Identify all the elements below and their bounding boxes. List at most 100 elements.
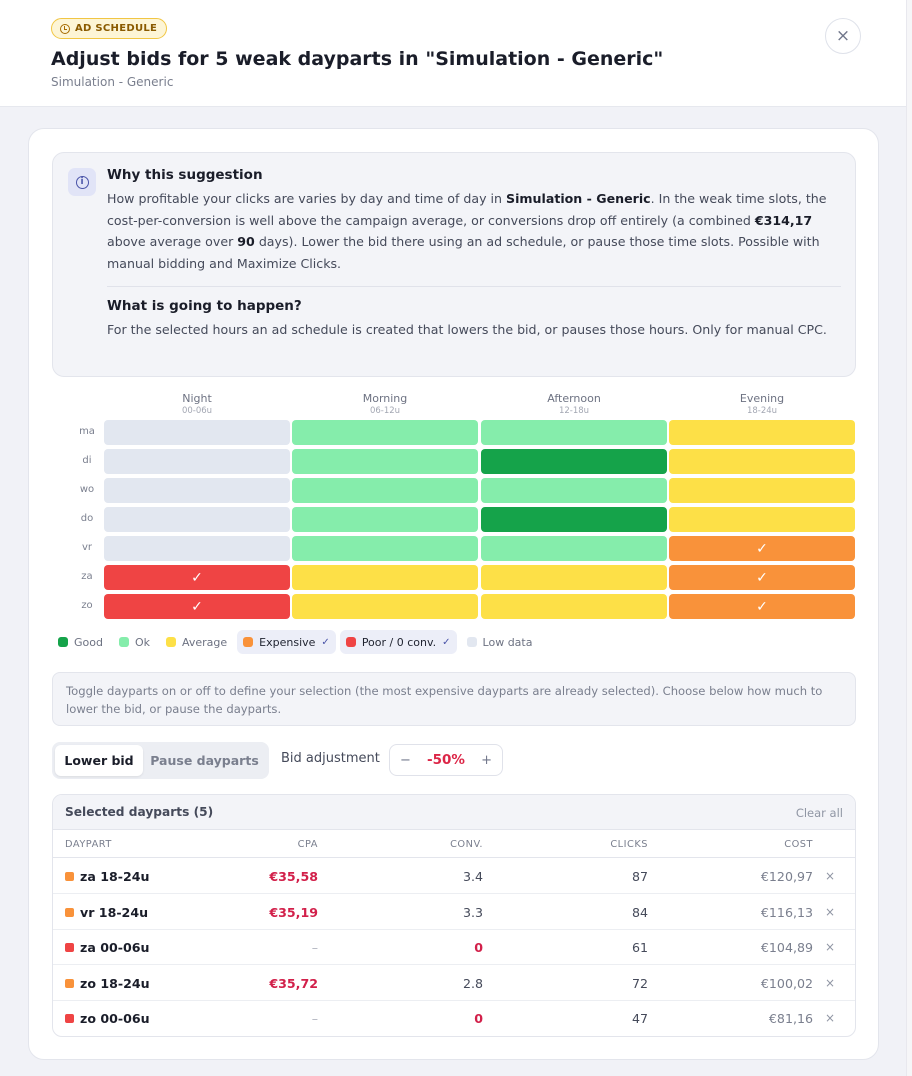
daypart-cell[interactable]	[292, 536, 478, 561]
bid-adjustment-label: Bid adjustment	[281, 751, 380, 766]
cpa-value: €35,72	[269, 975, 318, 991]
table-row: zo 18-24u €35,72 2.8 72 €100,02 ×	[53, 966, 855, 1001]
daypart-cell[interactable]	[292, 565, 478, 590]
badge-label: AD SCHEDULE	[75, 23, 158, 34]
column-name: Morning	[362, 392, 408, 405]
daypart-cell[interactable]: ✓	[669, 536, 855, 561]
cpa-value: –	[311, 940, 318, 955]
table-header: DAYPART CPA CONV. CLICKS COST	[53, 830, 855, 858]
legend-item[interactable]: Ok	[113, 630, 156, 654]
daypart-cell[interactable]	[669, 507, 855, 532]
daypart-cell[interactable]	[104, 507, 290, 532]
remove-icon[interactable]: ×	[824, 904, 835, 919]
daypart-cell[interactable]	[292, 594, 478, 619]
status-swatch	[65, 978, 74, 988]
daypart-cell[interactable]	[669, 449, 855, 474]
column-header: Evening 18-24u	[669, 392, 855, 416]
check-icon: ✓	[756, 540, 768, 557]
daypart-cell[interactable]: ✓	[104, 594, 290, 619]
column-name: Night	[182, 392, 212, 405]
daypart-cell[interactable]	[481, 536, 667, 561]
col-daypart: DAYPART	[65, 839, 112, 850]
remove-icon[interactable]: ×	[824, 1011, 835, 1025]
daypart-cell[interactable]	[104, 420, 290, 445]
check-icon: ✓	[442, 636, 451, 648]
legend-item[interactable]: Good	[52, 630, 109, 654]
clicks-value: 47	[631, 1011, 648, 1026]
col-clicks: CLICKS	[610, 839, 648, 850]
daypart-name: zo 18-24u	[65, 976, 150, 991]
increase-button[interactable]: +	[481, 752, 492, 768]
daypart-cell[interactable]	[481, 507, 667, 532]
column-name: Afternoon	[547, 392, 601, 405]
daypart-cell[interactable]	[481, 478, 667, 503]
cost-value: €100,02	[760, 975, 813, 991]
why-body: How profitable your clicks are varies by…	[107, 191, 827, 271]
daypart-cell[interactable]	[292, 449, 478, 474]
pause-dayparts-tab[interactable]: Pause dayparts	[150, 753, 259, 768]
legend-item[interactable]: Poor / 0 conv. ✓	[339, 630, 457, 654]
daypart-name: vr 18-24u	[65, 905, 148, 920]
conv-value: 2.8	[462, 975, 483, 991]
scrollbar[interactable]	[906, 0, 912, 1076]
legend-swatch	[466, 637, 477, 647]
selected-title: Selected dayparts (5)	[65, 805, 214, 819]
col-conv: CONV.	[450, 839, 483, 850]
conv-value: 3.3	[462, 904, 483, 920]
daypart-cell[interactable]	[481, 449, 667, 474]
cpa-value: –	[311, 1011, 318, 1026]
daypart-cell[interactable]: ✓	[104, 565, 290, 590]
day-label: do	[80, 513, 94, 524]
remove-icon[interactable]: ×	[824, 975, 835, 990]
conv-value: 0	[474, 940, 483, 955]
daypart-cell[interactable]: ✓	[669, 594, 855, 619]
legend-label: Expensive	[259, 635, 316, 649]
day-label: za	[81, 571, 93, 582]
day-label: vr	[81, 542, 93, 553]
check-icon: ✓	[321, 636, 330, 648]
legend-label: Low data	[482, 635, 533, 649]
daypart-cell[interactable]	[481, 420, 667, 445]
daypart-cell[interactable]	[669, 478, 855, 503]
daypart-cell[interactable]	[669, 420, 855, 445]
clicks-value: 84	[631, 904, 648, 920]
ad-schedule-badge: AD SCHEDULE	[51, 18, 168, 39]
daypart-cell[interactable]	[292, 478, 478, 503]
daypart-cell[interactable]	[481, 594, 667, 619]
check-icon: ✓	[756, 598, 768, 615]
why-title: Why this suggestion	[107, 167, 263, 183]
daypart-cell[interactable]	[292, 420, 478, 445]
legend-item[interactable]: Expensive ✓	[237, 630, 336, 654]
clear-all-button[interactable]: Clear all	[795, 806, 843, 820]
cpa-value: €35,58	[269, 869, 318, 884]
legend-swatch	[58, 637, 68, 647]
daypart-cell[interactable]	[292, 507, 478, 532]
legend-label: Poor / 0 conv.	[361, 635, 437, 649]
daypart-cell[interactable]	[104, 536, 290, 561]
lower-bid-tab[interactable]: Lower bid	[55, 745, 143, 776]
close-button[interactable]: ×	[825, 18, 861, 54]
legend-label: Average	[182, 635, 228, 649]
status-swatch	[65, 872, 74, 881]
legend-swatch	[345, 637, 356, 647]
remove-icon[interactable]: ×	[824, 940, 835, 954]
daypart-cell[interactable]	[104, 449, 290, 474]
clicks-value: 87	[631, 869, 648, 884]
daypart-cell[interactable]: ✓	[669, 565, 855, 590]
why-panel: i Why this suggestion How profitable you…	[52, 152, 856, 377]
conv-value: 0	[474, 1011, 483, 1026]
legend-item[interactable]: Average	[160, 630, 233, 654]
cost-value: €81,16	[768, 1011, 813, 1026]
daypart-cell[interactable]	[481, 565, 667, 590]
remove-icon[interactable]: ×	[824, 869, 835, 883]
clock-icon	[60, 23, 70, 34]
legend-item[interactable]: Low data	[461, 630, 539, 654]
daypart-cell[interactable]	[104, 478, 290, 503]
legend-label: Ok	[134, 635, 150, 649]
column-range: 12-18u	[558, 406, 590, 416]
clicks-value: 72	[631, 975, 648, 991]
day-label: ma	[79, 426, 95, 437]
decrease-button[interactable]: −	[400, 752, 411, 768]
bid-adjustment-value[interactable]: -50%	[427, 752, 465, 768]
table-row: zo 00-06u – 0 47 €81,16 ×	[53, 1001, 855, 1036]
